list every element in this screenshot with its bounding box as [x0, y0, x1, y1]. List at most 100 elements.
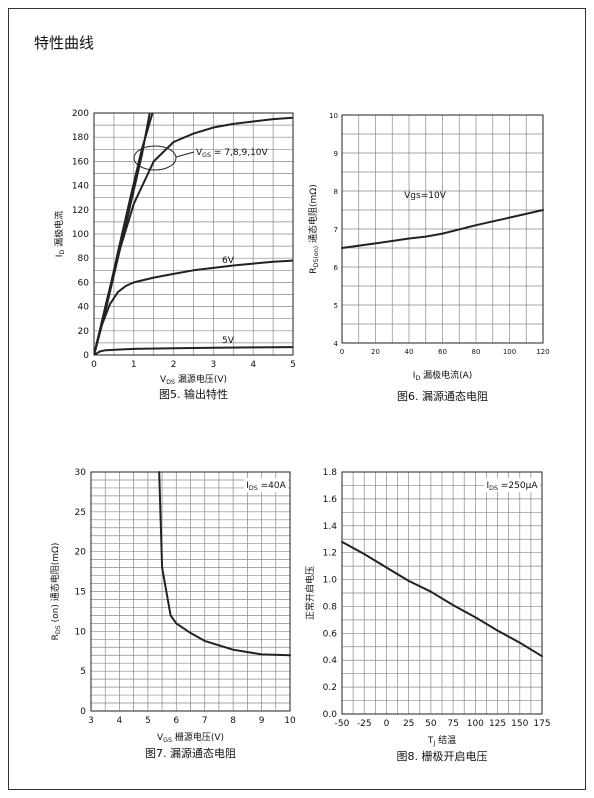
x-tick-label: 20 — [371, 348, 380, 356]
x-tick-label: 4 — [250, 360, 256, 370]
y-tick-label: 15 — [75, 588, 86, 598]
plot-frame — [90, 471, 291, 712]
x-axis-label: VDS 漏源电压(V) — [160, 373, 227, 386]
y-tick-label: 200 — [72, 109, 89, 119]
x-tick-label: 0 — [340, 348, 344, 356]
annotation-vgs: VGS = 7,8,9,10V — [196, 148, 269, 159]
y-axis-label: RDS (on) 通态电阻(mΩ) — [49, 543, 62, 641]
x-tick-label: 0 — [384, 719, 390, 729]
series-line — [341, 209, 544, 249]
x-tick-label: -25 — [357, 719, 372, 729]
x-axis-label: TJ 结温 — [427, 734, 456, 747]
y-tick-label: 0 — [83, 351, 89, 361]
y-tick-label: 0.0 — [323, 710, 338, 720]
x-tick-label: 6 — [173, 716, 179, 726]
y-tick-label: 100 — [72, 230, 89, 240]
chart-caption: 图6. 漏源通态电阻 — [397, 389, 488, 403]
y-axis-label: 正常开启电压 — [304, 566, 316, 620]
y-tick-label: 0.6 — [323, 629, 338, 639]
x-tick-label: 1 — [131, 360, 137, 370]
grid — [342, 472, 542, 714]
y-tick-label: 10 — [75, 627, 87, 637]
series-line — [341, 540, 543, 658]
y-tick-label: 1.2 — [323, 549, 337, 559]
y-tick-label: 1.0 — [323, 576, 338, 586]
x-tick-label: 8 — [230, 716, 236, 726]
y-tick-label: 5 — [334, 302, 338, 310]
y-tick-label: 20 — [75, 548, 87, 558]
y-tick-label: 8 — [334, 188, 338, 196]
x-tick-label: 120 — [536, 348, 549, 356]
x-tick-label: 60 — [438, 348, 447, 356]
x-tick-label: 100 — [467, 719, 484, 729]
x-axis-label: ID 漏极电流(A) — [413, 369, 473, 382]
annotation-ids250: IDS =250μA — [487, 481, 539, 492]
x-axis-label: VGS 栅源电压(V) — [157, 731, 224, 744]
y-tick-label: 160 — [72, 157, 89, 167]
y-tick-label: 6 — [334, 264, 339, 272]
y-axis-label: ID 漏极电流 — [53, 211, 66, 257]
chart-caption: 图8. 栅极开启电压 — [397, 749, 488, 763]
y-tick-label: 1.8 — [323, 468, 338, 478]
y-tick-label: 40 — [78, 303, 90, 313]
y-tick-label: 80 — [78, 254, 90, 264]
y-tick-label: 10 — [329, 112, 338, 120]
grid — [91, 472, 290, 711]
x-tick-label: 3 — [211, 360, 217, 370]
y-tick-label: 4 — [334, 340, 339, 348]
x-tick-label: 50 — [425, 719, 437, 729]
y-tick-label: 140 — [72, 182, 89, 192]
series-line — [94, 259, 293, 355]
x-tick-label: 2 — [171, 360, 177, 370]
grid — [342, 115, 543, 343]
plot-frame — [341, 114, 544, 344]
y-tick-label: 120 — [72, 206, 89, 216]
y-tick-label: 0.4 — [323, 656, 338, 666]
x-tick-label: 175 — [533, 719, 550, 729]
annotation-ids40: IDS =40A — [246, 481, 286, 492]
x-tick-label: 5 — [290, 360, 296, 370]
x-tick-label: 0 — [91, 360, 97, 370]
x-tick-label: 25 — [403, 719, 414, 729]
y-tick-label: 30 — [75, 468, 87, 478]
y-tick-label: 7 — [334, 226, 338, 234]
chart-threshold-vs-temp: -50 -25 0 25 50 75 100 125 150 175 0.0 0.2 0.4 0.6 0.8… — [304, 468, 551, 763]
plot-frame — [341, 471, 543, 715]
x-tick-label: 7 — [202, 716, 208, 726]
x-tick-label: 3 — [88, 716, 94, 726]
annotation-ellipse — [133, 145, 177, 171]
y-tick-label: 20 — [78, 327, 90, 337]
annotation-bg — [244, 478, 288, 492]
annotation-5v: 5V — [222, 336, 235, 346]
y-tick-label: 0 — [80, 707, 86, 717]
plot-frame — [93, 112, 294, 356]
x-tick-label: 150 — [511, 719, 528, 729]
chart-output-characteristics: 0 1 2 3 4 5 0 20 40 60 80 100 120 140 160 180 200 VDS 漏源电… — [53, 109, 296, 401]
x-tick-label: 40 — [405, 348, 414, 356]
x-tick-label: 75 — [447, 719, 458, 729]
x-tick-label: 100 — [503, 348, 516, 356]
y-tick-label: 0.8 — [323, 602, 338, 612]
series-line — [158, 471, 291, 657]
y-tick-label: 0.2 — [323, 683, 337, 693]
y-tick-label: 5 — [80, 667, 86, 677]
y-tick-label: 1.4 — [323, 522, 338, 532]
chart-rds-vs-vgs: 3 4 5 6 7 8 9 10 0 5 10 15 20 25 30 VGS 栅源电压(V) RDS (on)… — [49, 468, 296, 760]
y-tick-label: 9 — [334, 150, 338, 158]
x-tick-label: 80 — [472, 348, 481, 356]
y-tick-label: 60 — [78, 278, 90, 288]
page-title: 特性曲线 — [34, 34, 95, 52]
y-tick-label: 180 — [72, 133, 89, 143]
annotation-bg — [484, 478, 540, 492]
x-tick-label: 125 — [489, 719, 506, 729]
y-tick-label: 25 — [75, 508, 86, 518]
y-tick-label: 1.6 — [323, 495, 338, 505]
y-axis-label: RDS(on) 通态电阻(mΩ) — [307, 184, 320, 273]
annotation-6v: 6V — [222, 256, 235, 266]
series-line — [94, 116, 293, 355]
x-tick-label: 5 — [145, 716, 151, 726]
chart-caption: 图5. 输出特性 — [159, 387, 228, 401]
page-frame — [8, 8, 586, 790]
chart-caption: 图7. 漏源通态电阻 — [145, 746, 236, 760]
